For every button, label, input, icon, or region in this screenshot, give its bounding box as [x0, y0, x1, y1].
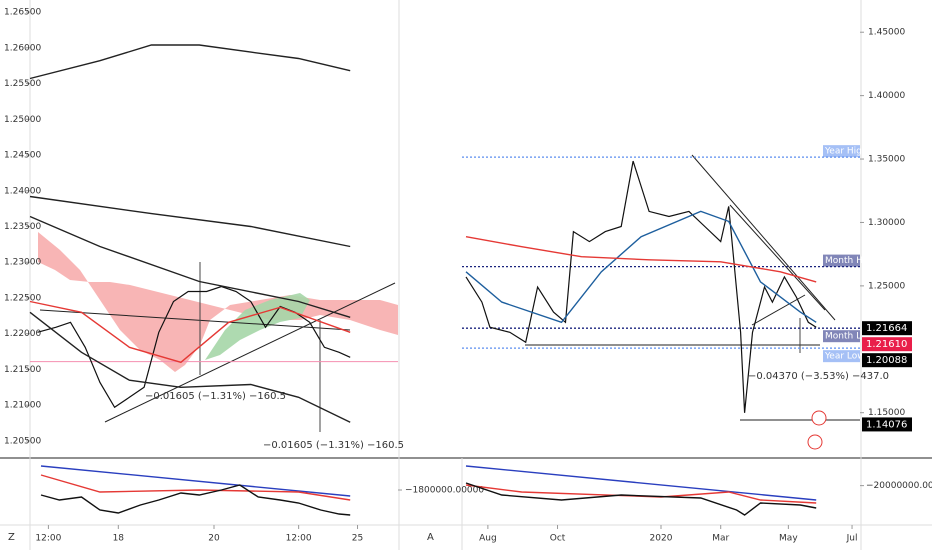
- x-tick-label: Jul: [846, 534, 858, 544]
- series-line: [40, 484, 351, 516]
- y-tick-label: 1.20500: [4, 436, 41, 446]
- y-tick-label: 1.30000: [868, 218, 905, 228]
- y-tick-label: 1.26000: [4, 43, 41, 53]
- level-label: Month High: [825, 256, 877, 266]
- x-tick-label: 18: [113, 534, 125, 544]
- y-tick-label: 1.40000: [868, 91, 905, 101]
- series-line: [29, 215, 351, 318]
- y-tick-label: 1.26500: [4, 8, 41, 18]
- scale-button[interactable]: Z: [8, 532, 15, 543]
- series-line: [465, 210, 817, 324]
- series-line: [29, 300, 351, 364]
- series-line: [465, 484, 817, 504]
- level-label: Month Low: [825, 332, 874, 342]
- trend-line: [729, 204, 826, 311]
- event-icon[interactable]: [811, 410, 827, 426]
- trend-line: [39, 309, 351, 331]
- y-tick-label: 1.22000: [4, 329, 41, 339]
- price-tag-label: 1.20088: [866, 355, 907, 366]
- x-tick-label: Oct: [550, 534, 566, 544]
- y-tick-label: 1.23000: [4, 258, 41, 268]
- series-line: [37, 285, 351, 409]
- y-tick-label: 1.22500: [4, 293, 41, 303]
- y-tick-label: 1.45000: [868, 28, 905, 38]
- y-tick-label: 1.25000: [868, 281, 905, 291]
- series-line: [29, 44, 351, 80]
- level-label-bg: [823, 145, 860, 158]
- level-label: Year Low: [824, 352, 865, 362]
- price-tag-label: 1.14076: [866, 419, 907, 430]
- measure-annotation: −0.04370 (−3.53%) −437.0: [748, 371, 889, 382]
- x-tick-label: 20: [208, 534, 220, 544]
- y-tick-label: 1.21500: [4, 365, 41, 375]
- price-tag-label: 1.21610: [866, 339, 907, 350]
- x-tick-label: 12:00: [35, 534, 61, 544]
- series-line: [465, 160, 817, 413]
- x-tick-label: Mar: [712, 534, 729, 544]
- price-tag: [862, 321, 912, 336]
- series-line: [465, 236, 817, 283]
- series-line: [40, 465, 351, 497]
- measure-annotation: −0.01605 (−1.31%) −160.5: [145, 391, 286, 402]
- cloud-bull: [205, 293, 310, 360]
- price-tag: [862, 337, 912, 352]
- x-tick-label: May: [779, 534, 798, 544]
- measure-annotation: −0.01605 (−1.31%) −160.5: [263, 440, 404, 451]
- level-label-bg: [823, 350, 860, 363]
- x-tick-label: 2020: [650, 534, 673, 544]
- trend-line: [751, 294, 806, 326]
- y-tick-label: 1.25000: [4, 115, 41, 125]
- price-tag: [862, 353, 912, 368]
- level-label: Year High: [824, 147, 868, 157]
- y-tick-label: 1.25500: [4, 79, 41, 89]
- series-line: [465, 482, 817, 516]
- y-tick-label: 1.24000: [4, 186, 41, 196]
- y-tick-label: 1.15000: [868, 408, 905, 418]
- price-tag: [862, 417, 912, 432]
- series-line: [465, 465, 817, 501]
- level-label-bg: [823, 254, 860, 267]
- trend-line: [104, 282, 396, 423]
- x-tick-label: 12:00: [286, 534, 312, 544]
- series-line: [40, 474, 351, 501]
- price-tag-label: 1.21664: [866, 323, 907, 334]
- cloud-bear: [38, 232, 398, 372]
- y-tick-label: 1.35000: [868, 155, 905, 165]
- x-tick-label: 25: [352, 534, 363, 544]
- event-icon[interactable]: [807, 434, 823, 450]
- level-label-bg: [823, 330, 860, 343]
- y-tick-label: −20000000.00000: [866, 481, 932, 491]
- y-tick-label: 1.24500: [4, 151, 41, 161]
- series-line: [29, 195, 351, 248]
- x-tick-label: Aug: [479, 534, 497, 544]
- trend-line: [691, 154, 836, 321]
- y-tick-label: 1.21000: [4, 401, 41, 411]
- y-tick-label: −1800000.00000: [405, 486, 484, 496]
- y-tick-label: 1.23500: [4, 222, 41, 232]
- series-line: [29, 311, 351, 423]
- scale-button[interactable]: A: [427, 532, 434, 543]
